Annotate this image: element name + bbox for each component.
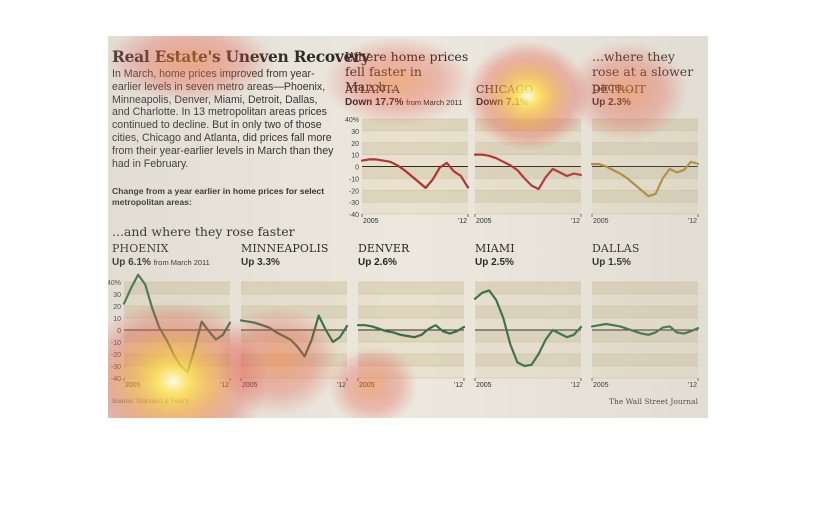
plot-band-miami xyxy=(475,354,581,366)
plot-band-dallas xyxy=(592,330,698,342)
x-tick-label-denver: '12 xyxy=(454,382,463,389)
plot-band-denver xyxy=(358,342,464,354)
plot-band-detroit xyxy=(592,130,698,143)
y-tick-label-atlanta: -40 xyxy=(349,212,359,219)
plot-band-miami xyxy=(475,342,581,354)
x-tick-label-chicago: '12 xyxy=(571,218,580,225)
x-tick-label-dallas: '12 xyxy=(688,382,697,389)
y-tick-label-atlanta: 30 xyxy=(351,129,359,136)
plot-band-chicago xyxy=(475,190,581,203)
small-multiples-charts: 40% 30 20 10 0 -10 -20 -30 -40 2005 '12 2005 '12 2005… xyxy=(108,117,700,389)
plot-band-chicago xyxy=(475,130,581,143)
y-tick-label-atlanta: 0 xyxy=(355,165,359,172)
y-tick-label-phoenix: -30 xyxy=(111,364,121,371)
plot-band-atlanta xyxy=(362,130,468,143)
x-tick-label-detroit: 2005 xyxy=(593,218,609,225)
y-tick-label-phoenix: -40 xyxy=(111,376,121,383)
plot-band-denver xyxy=(358,354,464,366)
infographic-panel: Real Estate's Uneven Recovery In March, … xyxy=(108,36,708,418)
y-tick-label-atlanta: 40% xyxy=(345,117,359,124)
plot-band-phoenix xyxy=(124,282,230,294)
plot-band-detroit xyxy=(592,119,698,131)
plot-band-atlanta xyxy=(362,119,468,131)
y-tick-label-atlanta: 20 xyxy=(351,141,359,148)
source-note: Source: Standard & Poor's xyxy=(112,398,189,405)
plot-band-dallas xyxy=(592,306,698,318)
plot-band-dallas xyxy=(592,342,698,354)
x-tick-label-miami: '12 xyxy=(571,382,580,389)
plot-band-atlanta xyxy=(362,190,468,203)
plot-band-detroit xyxy=(592,202,698,214)
plot-band-miami xyxy=(475,366,581,378)
plot-band-dallas xyxy=(592,294,698,306)
x-tick-label-denver: 2005 xyxy=(359,382,375,389)
x-tick-label-atlanta: 2005 xyxy=(363,218,379,225)
plot-band-minneapolis xyxy=(241,354,347,366)
plot-band-miami xyxy=(475,318,581,330)
plot-band-minneapolis xyxy=(241,306,347,318)
plot-band-atlanta xyxy=(362,142,468,155)
y-tick-label-atlanta: -10 xyxy=(349,176,359,183)
plot-band-minneapolis xyxy=(241,294,347,306)
plot-band-denver xyxy=(358,318,464,330)
plot-band-dallas xyxy=(592,366,698,378)
plot-band-chicago xyxy=(475,178,581,191)
x-tick-label-dallas: 2005 xyxy=(593,382,609,389)
y-tick-label-atlanta: 10 xyxy=(351,153,359,160)
y-tick-label-atlanta: -30 xyxy=(349,200,359,207)
x-tick-label-minneapolis: 2005 xyxy=(242,382,258,389)
plot-band-chicago xyxy=(475,202,581,214)
y-tick-label-atlanta: -20 xyxy=(349,188,359,195)
plot-band-phoenix xyxy=(124,366,230,378)
plot-band-denver xyxy=(358,366,464,378)
plot-band-dallas xyxy=(592,282,698,294)
plot-band-atlanta xyxy=(362,202,468,214)
plot-band-chicago xyxy=(475,166,581,179)
plot-band-detroit xyxy=(592,154,698,167)
plot-band-phoenix xyxy=(124,342,230,354)
y-tick-label-phoenix: 40% xyxy=(108,280,121,287)
x-tick-label-phoenix: 2005 xyxy=(125,382,141,389)
plot-band-detroit xyxy=(592,178,698,191)
plot-band-phoenix xyxy=(124,306,230,318)
x-tick-label-phoenix: '12 xyxy=(220,382,229,389)
plot-band-denver xyxy=(358,294,464,306)
y-tick-label-phoenix: 20 xyxy=(113,304,121,311)
y-tick-label-phoenix: 0 xyxy=(117,328,121,335)
plot-band-phoenix xyxy=(124,294,230,306)
plot-band-miami xyxy=(475,294,581,306)
x-tick-label-miami: 2005 xyxy=(476,382,492,389)
plot-band-minneapolis xyxy=(241,366,347,378)
x-tick-label-atlanta: '12 xyxy=(458,218,467,225)
plot-band-denver xyxy=(358,306,464,318)
plot-band-chicago xyxy=(475,119,581,131)
plot-band-minneapolis xyxy=(241,282,347,294)
publisher-credit: The Wall Street Journal xyxy=(608,397,698,406)
plot-band-miami xyxy=(475,306,581,318)
plot-band-chicago xyxy=(475,142,581,155)
y-tick-label-phoenix: -20 xyxy=(111,352,121,359)
plot-band-detroit xyxy=(592,142,698,155)
x-tick-label-minneapolis: '12 xyxy=(337,382,346,389)
plot-band-dallas xyxy=(592,354,698,366)
y-tick-label-phoenix: -10 xyxy=(111,340,121,347)
x-tick-label-detroit: '12 xyxy=(688,218,697,225)
y-tick-label-phoenix: 10 xyxy=(113,316,121,323)
x-tick-label-chicago: 2005 xyxy=(476,218,492,225)
y-tick-label-phoenix: 30 xyxy=(113,292,121,299)
plot-band-denver xyxy=(358,282,464,294)
plot-band-phoenix xyxy=(124,318,230,330)
